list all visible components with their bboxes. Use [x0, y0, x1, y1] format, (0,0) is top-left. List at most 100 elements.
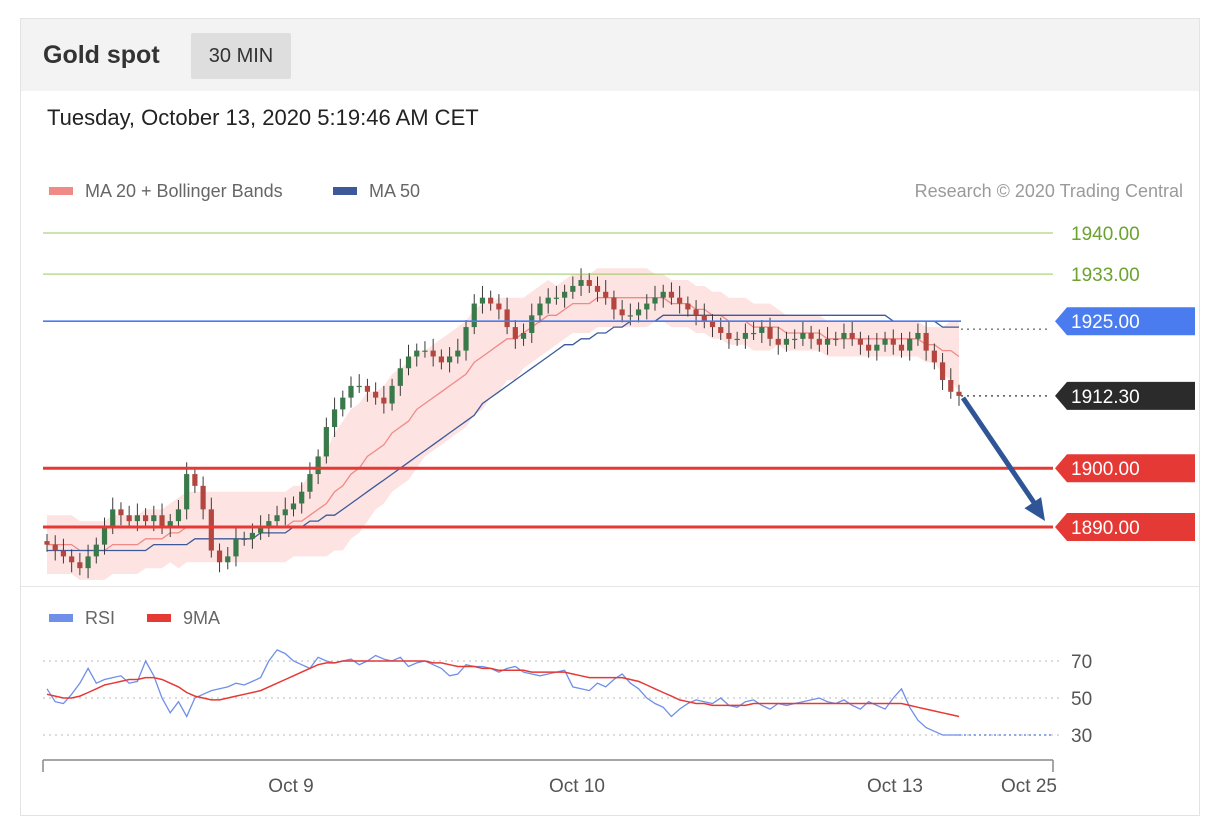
- legend-ma50-swatch: [333, 187, 357, 195]
- candle: [397, 358, 403, 396]
- candle: [726, 321, 732, 349]
- candle: [923, 321, 929, 361]
- copyright-text: Research © 2020 Trading Central: [915, 181, 1183, 201]
- candle: [907, 331, 913, 361]
- price-tag: [1055, 307, 1195, 336]
- candle: [126, 505, 132, 529]
- candle: [668, 282, 675, 305]
- price-level-label: 1925.00: [1071, 312, 1140, 333]
- candle: [898, 332, 905, 358]
- candle: [529, 303, 535, 343]
- candle: [611, 290, 617, 320]
- candle: [389, 378, 395, 411]
- candle: [340, 390, 346, 417]
- candle: [841, 323, 847, 349]
- legend-ma50-label: MA 50: [369, 181, 420, 201]
- candle: [562, 284, 568, 308]
- card-header: Gold spot 30 MIN: [21, 19, 1199, 91]
- candle: [677, 285, 683, 314]
- price-level-support: 1890.00: [43, 513, 1195, 541]
- candle: [833, 331, 839, 346]
- candle: [142, 508, 149, 529]
- candle: [77, 552, 83, 576]
- candle: [52, 535, 58, 561]
- time-axis-label: Oct 9: [268, 776, 313, 797]
- rsi-plot: 70 50 30: [43, 649, 1092, 747]
- bollinger-band: [47, 268, 959, 580]
- candle: [175, 499, 182, 529]
- rsi-9ma-line: [46, 660, 960, 718]
- legend-9ma-label: 9MA: [183, 608, 220, 628]
- candle: [438, 349, 444, 370]
- candle: [586, 272, 592, 293]
- price-level-label: 1890.00: [1071, 518, 1140, 539]
- candle: [323, 417, 329, 464]
- time-axis-label: Oct 25: [1001, 776, 1057, 797]
- candle: [463, 320, 469, 361]
- candle: [159, 503, 165, 535]
- candle: [808, 325, 814, 349]
- candle: [44, 534, 50, 552]
- candle: [364, 378, 371, 402]
- candle: [85, 544, 91, 579]
- candle: [734, 331, 740, 346]
- candle: [118, 502, 124, 526]
- candle: [184, 462, 190, 520]
- candle: [512, 320, 518, 349]
- candle: [488, 290, 494, 311]
- candle: [701, 303, 707, 329]
- price-level-pivot: 1925.00: [43, 307, 1195, 336]
- candle: [356, 374, 362, 393]
- legend: MA 20 + Bollinger Bands MA 50 Research ©…: [49, 181, 1183, 201]
- price-level-label: 1940.00: [1071, 224, 1140, 245]
- candle: [783, 331, 790, 352]
- candle: [405, 344, 412, 376]
- candle: [939, 352, 946, 390]
- candle: [890, 329, 896, 355]
- candle: [471, 294, 477, 335]
- candle: [759, 320, 765, 343]
- candle: [274, 505, 280, 529]
- candle: [216, 543, 223, 573]
- candle: [824, 327, 831, 355]
- candle: [192, 467, 198, 493]
- candle: [603, 280, 609, 305]
- rsi-tick-label: 30: [1071, 726, 1092, 747]
- candle: [455, 338, 461, 364]
- price-levels: 1940.00 1933.00 1925.00 1912.30 1900.00 1890.…: [43, 224, 1195, 541]
- candle: [792, 329, 798, 349]
- candle: [225, 546, 231, 570]
- price-tag: [1055, 513, 1195, 541]
- candle: [644, 294, 650, 320]
- time-axis: Oct 9 Oct 10 Oct 13 Oct 25: [42, 759, 1057, 797]
- candle: [816, 329, 822, 352]
- rsi-tick-label: 70: [1071, 652, 1092, 673]
- candle: [915, 323, 921, 346]
- interval-button[interactable]: 30 MIN: [191, 33, 291, 79]
- candle: [931, 343, 937, 370]
- candle: [422, 341, 428, 358]
- candle: [775, 327, 781, 355]
- candle: [685, 296, 691, 317]
- candle: [874, 332, 880, 361]
- candle: [93, 537, 99, 564]
- price-level-support: 1900.00: [43, 454, 1195, 483]
- candle: [60, 538, 67, 564]
- price-level-last: 1912.30: [961, 381, 1195, 410]
- legend-rsi-label: RSI: [85, 608, 115, 628]
- forecast-arrow: [960, 396, 1045, 521]
- candle: [652, 285, 658, 311]
- candle: [660, 284, 666, 308]
- rsi-line: [46, 649, 959, 736]
- candle: [520, 323, 527, 346]
- candle: [742, 323, 748, 349]
- legend-rsi-swatch: [49, 614, 73, 622]
- candle: [290, 496, 297, 517]
- timestamp: Tuesday, October 13, 2020 5:19:46 AM CET: [47, 105, 479, 130]
- candle: [479, 285, 486, 314]
- candle: [750, 321, 757, 341]
- price-tag: [1055, 381, 1195, 410]
- candle: [948, 368, 954, 399]
- candle: [537, 296, 543, 323]
- time-axis-label: Oct 13: [867, 776, 923, 797]
